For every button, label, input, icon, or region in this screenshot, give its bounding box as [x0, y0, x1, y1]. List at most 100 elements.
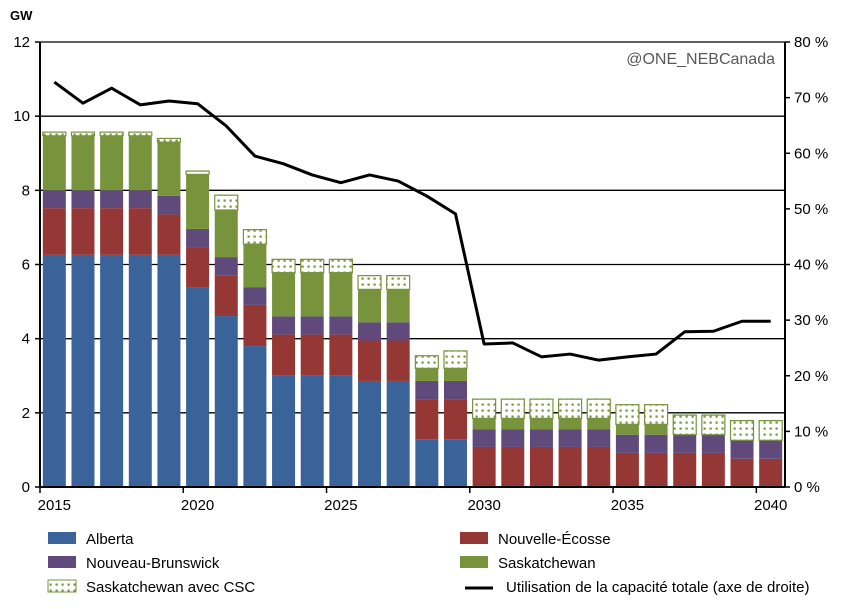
- y-tick-label: 4: [22, 331, 30, 348]
- bar-nouvelle-cosse-2029: [443, 399, 467, 440]
- bar-nouveau-brunswick-2028: [415, 380, 439, 400]
- legend-swatch: [47, 579, 77, 593]
- y-tick-label: 12: [13, 34, 30, 51]
- bar-saskatchewan-2022: [243, 244, 267, 288]
- legend-label: Nouveau-Brunswick: [86, 555, 220, 572]
- bar-saskatchewan-avec-csc-2028: [414, 355, 439, 369]
- legend-label: Utilisation de la capacité totale (axe d…: [506, 579, 810, 596]
- bar-saskatchewan-avec-csc-2029: [443, 350, 468, 369]
- bars: [42, 131, 783, 487]
- bar-alberta-2029: [443, 439, 467, 487]
- bar-saskatchewan-avec-csc-2035: [615, 404, 640, 425]
- y2-tick-label: 70 %: [794, 90, 828, 107]
- bar-saskatchewan-2026: [358, 289, 382, 323]
- y2-tick-label: 10 %: [794, 423, 828, 440]
- bar-nouvelle-cosse-2037: [673, 452, 697, 487]
- bar-alberta-2025: [329, 375, 353, 487]
- bar-nouvelle-cosse-2018: [128, 208, 152, 255]
- bar-nouvelle-cosse-2019: [157, 214, 181, 255]
- legend: Alberta Nouvelle-Écosse Nouveau-Brunswick S…: [47, 531, 810, 596]
- bar-alberta-2017: [100, 254, 124, 487]
- bar-alberta-2028: [415, 439, 439, 487]
- bar-saskatchewan-2033: [558, 418, 582, 430]
- bar-nouvelle-cosse-2015: [42, 208, 66, 255]
- bar-saskatchewan-avec-csc-2030: [472, 398, 497, 419]
- bar-nouveau-brunswick-2033: [558, 429, 582, 447]
- bar-saskatchewan-avec-csc-2021: [214, 194, 239, 211]
- bar-nouvelle-cosse-2017: [100, 208, 124, 255]
- y-unit-label: GW: [10, 8, 33, 23]
- y-tick-label: 8: [22, 182, 30, 199]
- bar-saskatchewan-avec-csc-2033: [557, 398, 583, 419]
- bar-nouvelle-cosse-2038: [701, 452, 725, 487]
- x-tick-label: 2020: [181, 497, 214, 514]
- legend-swatch: [460, 532, 488, 544]
- y2-tick-label: 40 %: [794, 257, 828, 274]
- legend-swatch: [460, 556, 488, 568]
- bar-saskatchewan-avec-csc-2037: [672, 414, 697, 436]
- bar-saskatchewan-2020: [186, 174, 210, 229]
- bar-saskatchewan-2023: [272, 272, 296, 317]
- bar-saskatchewan-2028: [415, 368, 439, 381]
- bar-saskatchewan-avec-csc-2018: [128, 131, 153, 137]
- bar-saskatchewan-avec-csc-2039: [729, 420, 755, 441]
- bar-nouvelle-cosse-2036: [644, 452, 668, 487]
- bar-saskatchewan-avec-csc-2024: [300, 258, 325, 274]
- bar-nouvelle-cosse-2023: [272, 334, 296, 376]
- bar-nouveau-brunswick-2016: [71, 190, 95, 209]
- bar-nouvelle-cosse-2021: [214, 275, 238, 317]
- bar-alberta-2015: [42, 254, 66, 487]
- bar-nouveau-brunswick-2024: [300, 316, 324, 335]
- bar-nouvelle-cosse-2026: [358, 340, 382, 381]
- y-tick-label: 0: [22, 479, 30, 496]
- bar-nouveau-brunswick-2036: [644, 434, 668, 453]
- bar-saskatchewan-2034: [587, 418, 611, 430]
- bar-nouvelle-cosse-2027: [386, 340, 410, 381]
- bar-saskatchewan-2029: [443, 368, 467, 381]
- y2-tick-label: 80 %: [794, 34, 828, 51]
- bar-nouveau-brunswick-2034: [587, 429, 611, 447]
- bar-saskatchewan-2018: [128, 135, 152, 191]
- bar-saskatchewan-2015: [42, 135, 66, 191]
- bar-nouveau-brunswick-2038: [701, 434, 725, 453]
- bar-alberta-2016: [71, 254, 95, 487]
- bar-nouveau-brunswick-2032: [529, 429, 553, 447]
- bar-saskatchewan-avec-csc-2020: [185, 170, 210, 175]
- bar-nouveau-brunswick-2030: [472, 429, 496, 447]
- bar-saskatchewan-avec-csc-2034: [586, 398, 611, 419]
- legend-swatch: [48, 556, 76, 568]
- bar-nouvelle-cosse-2016: [71, 208, 95, 255]
- legend-label: Alberta: [86, 531, 134, 548]
- y2-tick-label: 50 %: [794, 201, 828, 218]
- bar-nouvelle-cosse-2024: [300, 334, 324, 376]
- bar-alberta-2024: [300, 375, 324, 487]
- legend-label: Saskatchewan avec CSC: [86, 579, 255, 596]
- y-tick-label: 10: [13, 108, 30, 125]
- bar-saskatchewan-2036: [644, 424, 668, 435]
- bar-saskatchewan-avec-csc-2025: [328, 258, 353, 274]
- bar-nouveau-brunswick-2026: [358, 322, 382, 341]
- legend-label: Nouvelle-Écosse: [498, 531, 611, 548]
- bar-saskatchewan-2031: [501, 418, 525, 430]
- x-tick-label: 2025: [324, 497, 357, 514]
- bar-nouvelle-cosse-2028: [415, 399, 439, 440]
- bar-saskatchewan-avec-csc-2026: [357, 275, 382, 290]
- bar-nouveau-brunswick-2021: [214, 257, 238, 276]
- bar-nouveau-brunswick-2019: [157, 195, 181, 215]
- bar-nouveau-brunswick-2027: [386, 322, 410, 341]
- bar-nouvelle-cosse-2033: [558, 446, 582, 487]
- bar-saskatchewan-2032: [529, 418, 553, 430]
- x-tick-label: 2040: [754, 497, 787, 514]
- bar-saskatchewan-avec-csc-2038: [701, 414, 726, 436]
- bar-saskatchewan-2027: [386, 289, 410, 323]
- bar-saskatchewan-avec-csc-2023: [271, 258, 296, 274]
- bar-alberta-2022: [243, 346, 267, 487]
- y2-tick-label: 30 %: [794, 312, 828, 329]
- bar-alberta-2019: [157, 254, 181, 487]
- bar-nouveau-brunswick-2037: [673, 434, 697, 453]
- bar-nouvelle-cosse-2020: [186, 247, 210, 288]
- bar-nouvelle-cosse-2032: [529, 446, 553, 487]
- bar-saskatchewan-2021: [214, 209, 238, 258]
- bar-saskatchewan-avec-csc-2036: [643, 404, 669, 425]
